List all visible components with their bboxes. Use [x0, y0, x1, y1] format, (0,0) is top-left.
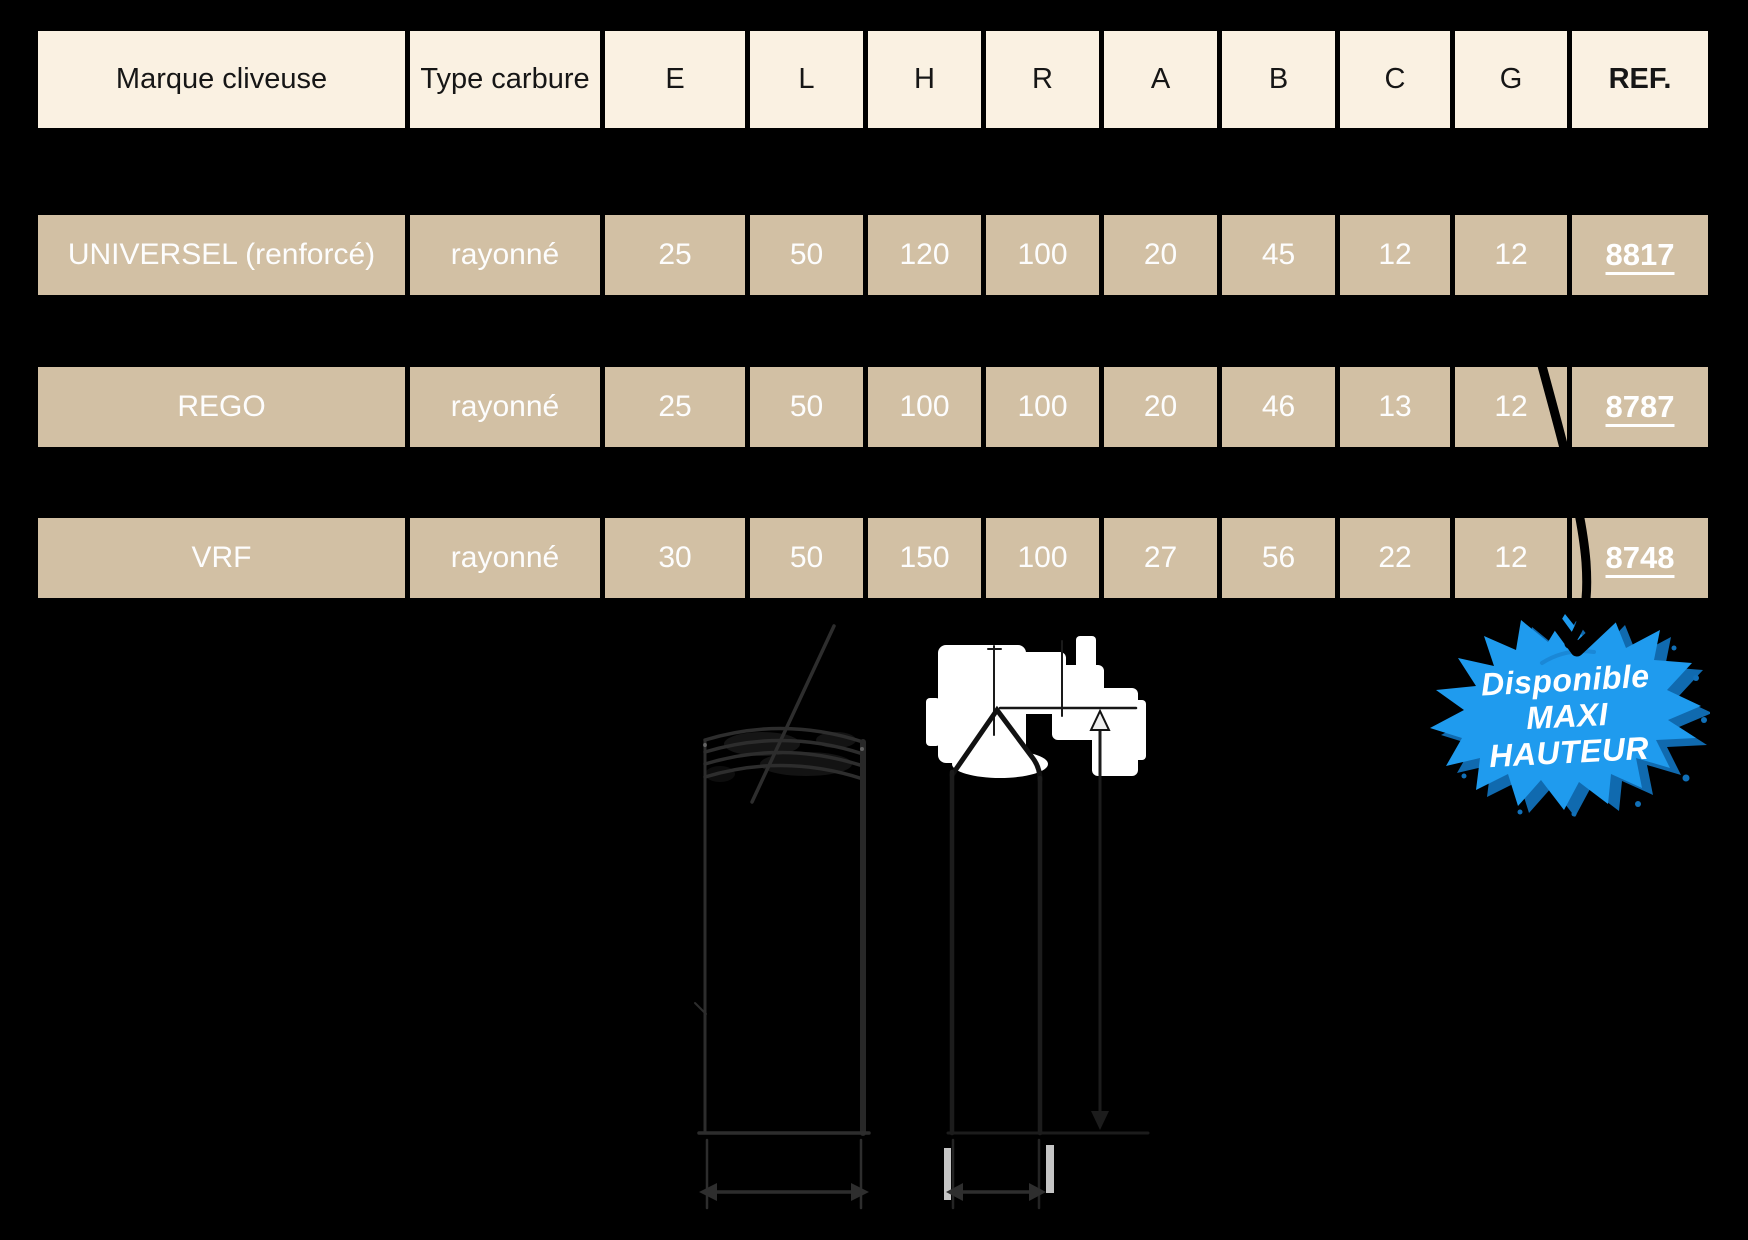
cell-g: 12 [1455, 518, 1567, 598]
cell-type: rayonné [410, 215, 600, 295]
header-cell-type: Type carbure [410, 31, 600, 128]
header-cell-r: R [986, 31, 1099, 128]
cell-e: 25 [605, 215, 745, 295]
promo-line-3: HAUTEUR [1488, 729, 1650, 775]
promo-badge-text: Disponible MAXI HAUTEUR [1419, 601, 1716, 826]
header-cell-g: G [1455, 31, 1567, 128]
cell-r: 100 [986, 518, 1099, 598]
cell-e: 30 [605, 518, 745, 598]
cell-type: rayonné [410, 367, 600, 447]
cell-marque: REGO [38, 367, 405, 447]
cell-ref: 8748 [1572, 518, 1708, 598]
cell-a: 20 [1104, 215, 1217, 295]
header-cell-marque: Marque cliveuse [38, 31, 405, 128]
promo-line-2: MAXI [1525, 695, 1610, 737]
header-cell-c: C [1340, 31, 1450, 128]
cell-a: 27 [1104, 518, 1217, 598]
cell-h: 100 [868, 367, 981, 447]
cell-g: 12 [1455, 215, 1567, 295]
cell-a: 20 [1104, 367, 1217, 447]
cell-r: 100 [986, 215, 1099, 295]
cell-g: 12 [1455, 367, 1567, 447]
cell-b: 56 [1222, 518, 1335, 598]
cell-h: 150 [868, 518, 981, 598]
ref-link[interactable]: 8817 [1605, 237, 1675, 272]
starburst-icon [1430, 614, 1710, 817]
table-header-row: Marque cliveuse Type carbure E L H R A B… [38, 31, 1708, 128]
header-cell-e: E [605, 31, 745, 128]
cell-marque: UNIVERSEL (renforcé) [38, 215, 405, 295]
whiteout-patch [926, 636, 1146, 778]
cell-h: 120 [868, 215, 981, 295]
table-row: REGO rayonné 25 50 100 100 20 46 13 12 8… [38, 367, 1708, 447]
cell-b: 46 [1222, 367, 1335, 447]
cell-ref: 8787 [1572, 367, 1708, 447]
cell-l: 50 [750, 518, 863, 598]
header-cell-a: A [1104, 31, 1217, 128]
ref-link[interactable]: 8748 [1605, 540, 1675, 575]
cell-l: 50 [750, 367, 863, 447]
promo-badge: Disponible MAXI HAUTEUR [1424, 608, 1710, 818]
cell-c: 22 [1340, 518, 1450, 598]
cell-c: 12 [1340, 215, 1450, 295]
cell-r: 100 [986, 367, 1099, 447]
cell-e: 25 [605, 367, 745, 447]
blade-front-view-drawing [694, 624, 871, 1210]
header-cell-b: B [1222, 31, 1335, 128]
cell-b: 45 [1222, 215, 1335, 295]
cell-type: rayonné [410, 518, 600, 598]
table-row: UNIVERSEL (renforcé) rayonné 25 50 120 1… [38, 215, 1708, 295]
header-cell-ref: REF. [1572, 31, 1708, 128]
promo-line-1: Disponible [1480, 657, 1651, 703]
header-cell-l: L [750, 31, 863, 128]
cell-l: 50 [750, 215, 863, 295]
header-cell-h: H [868, 31, 981, 128]
ref-link[interactable]: 8787 [1605, 389, 1675, 424]
cell-c: 13 [1340, 367, 1450, 447]
blade-side-view-drawing [926, 636, 1150, 1210]
cell-ref: 8817 [1572, 215, 1708, 295]
table-row: VRF rayonné 30 50 150 100 27 56 22 12 87… [38, 518, 1708, 598]
cell-marque: VRF [38, 518, 405, 598]
